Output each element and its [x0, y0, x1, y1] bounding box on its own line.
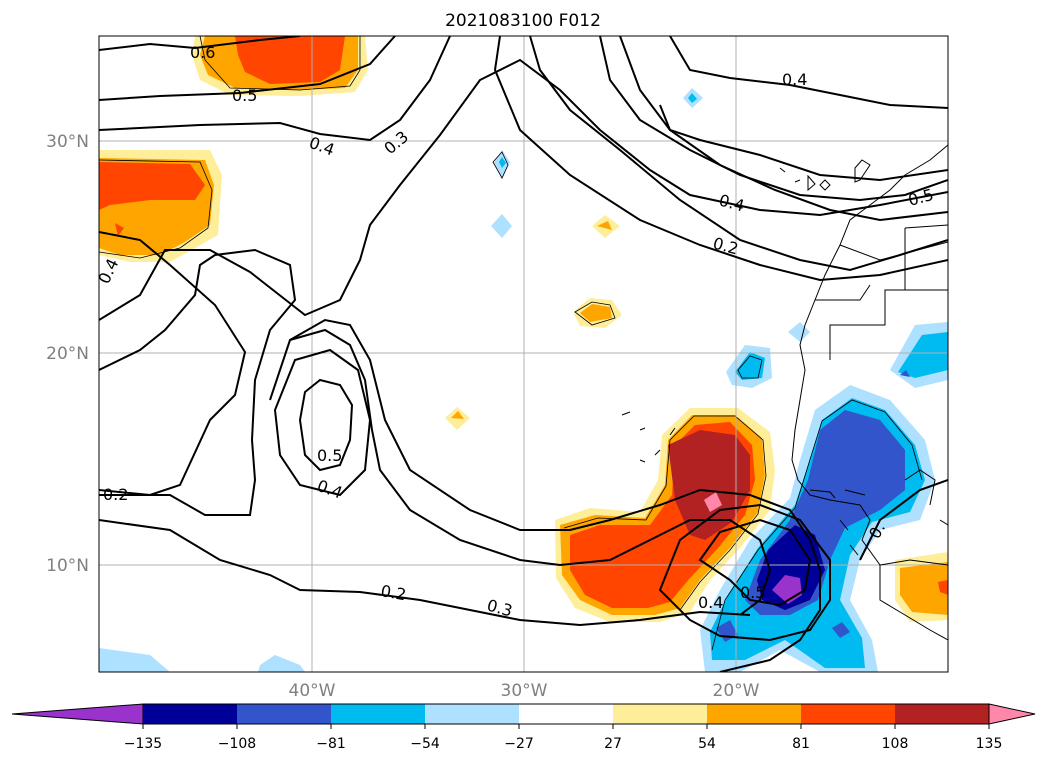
- positive-anomaly-fills: [99, 36, 948, 622]
- contour-east-04b: [619, 36, 948, 222]
- map-frame: [98, 35, 949, 673]
- africa-coast: [791, 144, 948, 641]
- figure-title: 2021083100 F012: [445, 11, 601, 31]
- fill-outlines: [99, 36, 923, 651]
- colorbar-bin: [707, 704, 801, 724]
- contour-04-west: [99, 248, 297, 516]
- clabel-04-south: 0.4: [698, 593, 723, 612]
- colorbar-tick-label: −135: [124, 736, 162, 752]
- colorbar-tick-label: −54: [410, 736, 440, 752]
- map-panel: 0.6 0.5 0.4 0.3 0.4 0.4 0.4 0.2 0.5 0.5 …: [99, 36, 948, 672]
- colorbar-tick-label: 27: [604, 736, 622, 752]
- colorbar-tick-label: −108: [218, 736, 256, 752]
- colorbar-tick-label: 135: [976, 736, 1003, 752]
- lat-tick-labels: 10°N 20°N 30°N: [46, 132, 89, 576]
- fill-spot-cool-3: [491, 214, 512, 238]
- contour-nw-04: [99, 36, 451, 142]
- lon-tick-20w: 20°W: [713, 681, 760, 701]
- lat-tick-10n: 10°N: [46, 556, 89, 576]
- clabel-06-nw: 0.6: [190, 43, 215, 62]
- colorbar-tick-label: −27: [504, 736, 534, 752]
- clabel-02-west: 0.2: [103, 485, 128, 504]
- clabel-04-ne: 0.4: [782, 70, 807, 89]
- contour-03: [99, 231, 247, 497]
- colorbar-bin: [613, 704, 707, 724]
- colorbar-bin: [519, 704, 613, 724]
- contour-south-inner: [698, 518, 812, 607]
- contour-loop-mid: [269, 328, 772, 616]
- colorbar-extend-max: [988, 703, 1036, 725]
- colorbar-bin: [143, 704, 237, 724]
- lon-tick-labels: 40°W 30°W 20°W: [289, 681, 760, 701]
- contour-east-02b: [493, 36, 948, 282]
- colorbar-tick-label: 81: [792, 736, 810, 752]
- colorbar-tick-label: 54: [698, 736, 716, 752]
- clabel-05-nw: 0.5: [232, 86, 257, 105]
- contour-nw-05: [99, 36, 396, 101]
- lat-tick-20n: 20°N: [46, 344, 89, 364]
- colorbar: −135 −108 −81 −54 −27 27 54 81 108 135: [11, 703, 1036, 752]
- colorbar-bin: [801, 704, 895, 724]
- contour-loop-outer: [289, 318, 821, 672]
- colorbar-frame: [142, 703, 990, 725]
- colorbar-bin: [895, 704, 989, 724]
- lat-tick-30n: 30°N: [46, 132, 89, 152]
- contour-lines: [99, 36, 948, 672]
- colorbar-bin: [425, 704, 519, 724]
- gridlines: [99, 36, 948, 672]
- clabel-05-south: 0.5: [740, 583, 765, 602]
- colorbar-tick-label: 108: [882, 736, 909, 752]
- colorbar-bin: [331, 704, 425, 724]
- contour-nw-06: [99, 36, 301, 51]
- colorbar-bin: [237, 704, 331, 724]
- clabel-02-south: 0.2: [379, 581, 407, 604]
- colorbar-tick-label: −81: [316, 736, 346, 752]
- lon-tick-30w: 30°W: [501, 681, 548, 701]
- lon-tick-40w: 40°W: [289, 681, 336, 701]
- contour-loop-04: [273, 348, 372, 497]
- clabel-05-loop: 0.5: [317, 446, 342, 465]
- contour-loop-05: [298, 378, 354, 472]
- fill-sw-cool: [99, 648, 170, 672]
- contour-central: [99, 58, 948, 321]
- coastlines: [621, 144, 948, 641]
- colorbar-extend-min: [11, 703, 144, 725]
- contour-east-02a: [529, 36, 948, 272]
